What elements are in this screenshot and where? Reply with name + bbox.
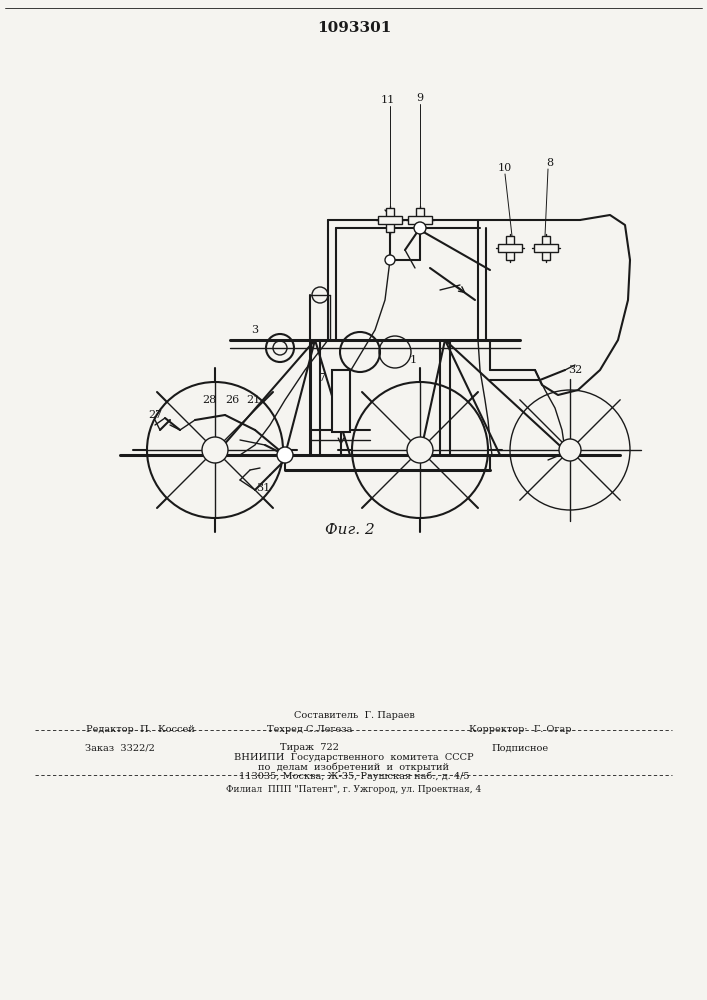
Text: 113035, Москва, Ж-35, Раушская наб., д. 4/5: 113035, Москва, Ж-35, Раушская наб., д. … [239, 771, 469, 781]
Bar [378, 216, 402, 224]
Text: Филиал  ППП "Патент", г. Ужгород, ул. Проектная, 4: Филиал ППП "Патент", г. Ужгород, ул. Про… [226, 786, 481, 794]
Bar [332, 370, 350, 432]
Text: Составитель  Г. Параев: Составитель Г. Параев [293, 710, 414, 720]
Circle shape [385, 255, 395, 265]
Text: 8: 8 [547, 158, 554, 168]
Bar [408, 216, 432, 224]
Text: 10: 10 [498, 163, 512, 173]
Text: Тираж  722: Тираж 722 [281, 744, 339, 752]
Text: ВНИИПИ  Государственного  комитета  СССР: ВНИИПИ Государственного комитета СССР [234, 754, 474, 762]
Text: по  делам  изобретений  и  открытий: по делам изобретений и открытий [259, 762, 450, 772]
Text: 21: 21 [246, 395, 260, 405]
Text: 11: 11 [381, 95, 395, 105]
Text: 26: 26 [225, 395, 239, 405]
Text: Подписное: Подписное [491, 744, 549, 752]
Circle shape [407, 437, 433, 463]
Text: 9: 9 [416, 93, 423, 103]
Text: 1: 1 [409, 355, 416, 365]
Text: Корректор·  Г. Огар: Корректор· Г. Огар [469, 726, 571, 734]
Bar [506, 236, 514, 260]
Text: 28: 28 [202, 395, 216, 405]
Bar [386, 208, 395, 232]
Text: Заказ  3322/2: Заказ 3322/2 [85, 744, 155, 752]
Text: Фиг. 2: Фиг. 2 [325, 523, 375, 537]
Text: Техред С.Легеза: Техред С.Легеза [267, 726, 353, 734]
Circle shape [202, 437, 228, 463]
Circle shape [414, 222, 426, 234]
Bar [534, 244, 558, 252]
Bar [542, 236, 550, 260]
Circle shape [559, 439, 581, 461]
Text: 27: 27 [148, 410, 162, 420]
Text: 1093301: 1093301 [317, 21, 391, 35]
Circle shape [277, 447, 293, 463]
Text: 7: 7 [318, 373, 325, 383]
Text: 31: 31 [256, 483, 270, 493]
Text: Редактор  П.  Коссей: Редактор П. Коссей [86, 726, 194, 734]
Text: 32: 32 [568, 365, 582, 375]
Bar [498, 244, 522, 252]
Bar [416, 208, 424, 232]
Text: 3: 3 [252, 325, 259, 335]
